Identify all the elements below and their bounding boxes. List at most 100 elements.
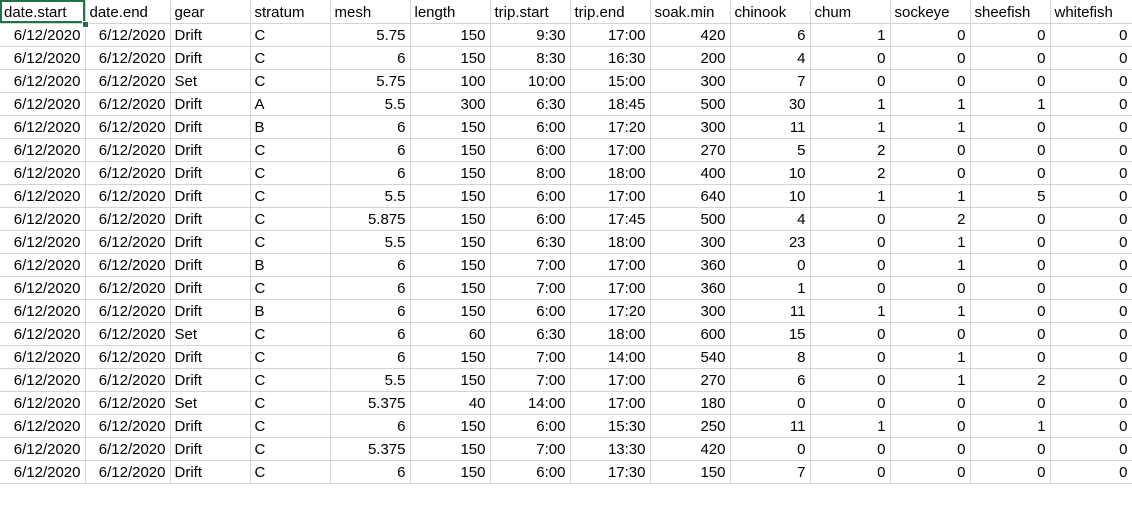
table-cell[interactable]: 300 [650, 230, 731, 254]
table-cell[interactable]: 6 [730, 23, 811, 47]
table-cell[interactable]: 0 [810, 253, 891, 277]
table-cell[interactable]: 6 [330, 46, 411, 70]
table-cell[interactable]: 6/12/2020 [0, 437, 86, 461]
table-cell[interactable]: 6/12/2020 [0, 138, 86, 162]
table-cell[interactable]: 6/12/2020 [0, 322, 86, 346]
table-cell[interactable]: 6/12/2020 [85, 115, 171, 139]
table-cell[interactable]: 300 [650, 69, 731, 93]
table-cell[interactable]: 6/12/2020 [0, 345, 86, 369]
table-cell[interactable]: 150 [410, 460, 491, 484]
table-cell[interactable]: 0 [810, 368, 891, 392]
table-cell[interactable]: 0 [810, 460, 891, 484]
table-cell[interactable]: C [250, 23, 331, 47]
table-cell[interactable]: 5.5 [330, 92, 411, 116]
table-cell[interactable]: 7:00 [490, 437, 571, 461]
table-cell[interactable]: 0 [1050, 230, 1132, 254]
table-cell[interactable]: 6/12/2020 [85, 299, 171, 323]
table-cell[interactable]: 17:00 [570, 368, 651, 392]
table-cell[interactable]: 5.375 [330, 437, 411, 461]
table-cell[interactable]: 0 [890, 138, 971, 162]
table-cell[interactable]: 5.5 [330, 368, 411, 392]
table-cell[interactable]: 60 [410, 322, 491, 346]
table-cell[interactable]: 6/12/2020 [0, 368, 86, 392]
table-cell[interactable]: 1 [810, 23, 891, 47]
table-cell[interactable]: Drift [170, 207, 251, 231]
table-cell[interactable]: 6/12/2020 [0, 184, 86, 208]
table-cell[interactable]: 6:00 [490, 299, 571, 323]
table-cell[interactable]: A [250, 92, 331, 116]
table-cell[interactable]: C [250, 46, 331, 70]
table-cell[interactable]: 0 [730, 253, 811, 277]
table-cell[interactable]: 150 [410, 368, 491, 392]
table-cell[interactable]: Drift [170, 345, 251, 369]
table-cell[interactable]: 1 [810, 184, 891, 208]
table-cell[interactable]: Drift [170, 23, 251, 47]
header-cell[interactable]: chum [810, 0, 891, 24]
table-cell[interactable]: 150 [410, 46, 491, 70]
table-cell[interactable]: 15:30 [570, 414, 651, 438]
table-cell[interactable]: C [250, 184, 331, 208]
table-cell[interactable]: 9:30 [490, 23, 571, 47]
header-cell[interactable]: mesh [330, 0, 411, 24]
table-cell[interactable]: C [250, 276, 331, 300]
table-cell[interactable]: 6/12/2020 [0, 391, 86, 415]
table-cell[interactable]: Drift [170, 138, 251, 162]
table-cell[interactable]: Drift [170, 46, 251, 70]
table-cell[interactable]: 540 [650, 345, 731, 369]
table-cell[interactable]: 6/12/2020 [85, 46, 171, 70]
table-cell[interactable]: 0 [1050, 92, 1132, 116]
table-cell[interactable]: 6/12/2020 [0, 115, 86, 139]
table-cell[interactable]: 0 [970, 230, 1051, 254]
table-cell[interactable]: 150 [410, 207, 491, 231]
table-cell[interactable]: 6/12/2020 [85, 414, 171, 438]
table-cell[interactable]: 6:00 [490, 184, 571, 208]
table-cell[interactable]: 17:20 [570, 115, 651, 139]
table-cell[interactable]: C [250, 230, 331, 254]
table-cell[interactable]: Drift [170, 184, 251, 208]
table-cell[interactable]: 500 [650, 92, 731, 116]
table-cell[interactable]: Drift [170, 230, 251, 254]
table-cell[interactable]: 6/12/2020 [85, 23, 171, 47]
table-cell[interactable]: B [250, 115, 331, 139]
table-cell[interactable]: 0 [970, 23, 1051, 47]
table-cell[interactable]: 6/12/2020 [0, 161, 86, 185]
table-cell[interactable]: 6:00 [490, 460, 571, 484]
table-cell[interactable]: Drift [170, 276, 251, 300]
table-cell[interactable]: 0 [890, 69, 971, 93]
table-cell[interactable]: 1 [890, 253, 971, 277]
header-cell[interactable]: soak.min [650, 0, 731, 24]
table-cell[interactable]: 5.5 [330, 184, 411, 208]
table-cell[interactable]: 6/12/2020 [85, 92, 171, 116]
table-cell[interactable]: C [250, 207, 331, 231]
table-cell[interactable]: 23 [730, 230, 811, 254]
table-cell[interactable]: 0 [1050, 115, 1132, 139]
table-cell[interactable]: 150 [410, 276, 491, 300]
table-cell[interactable]: 18:45 [570, 92, 651, 116]
table-cell[interactable]: 0 [970, 46, 1051, 70]
table-cell[interactable]: 8:30 [490, 46, 571, 70]
table-cell[interactable]: C [250, 460, 331, 484]
table-cell[interactable]: 6/12/2020 [0, 46, 86, 70]
table-cell[interactable]: 10 [730, 161, 811, 185]
table-cell[interactable]: 250 [650, 414, 731, 438]
table-cell[interactable]: 300 [410, 92, 491, 116]
table-cell[interactable]: Drift [170, 460, 251, 484]
table-cell[interactable]: 10:00 [490, 69, 571, 93]
table-cell[interactable]: 8:00 [490, 161, 571, 185]
table-cell[interactable]: 6/12/2020 [85, 276, 171, 300]
table-cell[interactable]: 6/12/2020 [85, 230, 171, 254]
table-cell[interactable]: B [250, 253, 331, 277]
table-cell[interactable]: 17:00 [570, 391, 651, 415]
table-cell[interactable]: 6:00 [490, 138, 571, 162]
table-cell[interactable]: 1 [970, 92, 1051, 116]
table-cell[interactable]: 640 [650, 184, 731, 208]
header-cell[interactable]: sockeye [890, 0, 971, 24]
table-cell[interactable]: 6 [330, 138, 411, 162]
table-cell[interactable]: 0 [970, 345, 1051, 369]
table-cell[interactable]: 6/12/2020 [85, 322, 171, 346]
table-cell[interactable]: 300 [650, 299, 731, 323]
table-cell[interactable]: 5.875 [330, 207, 411, 231]
table-cell[interactable]: 6/12/2020 [0, 69, 86, 93]
table-cell[interactable]: 150 [410, 184, 491, 208]
table-cell[interactable]: 0 [1050, 322, 1132, 346]
